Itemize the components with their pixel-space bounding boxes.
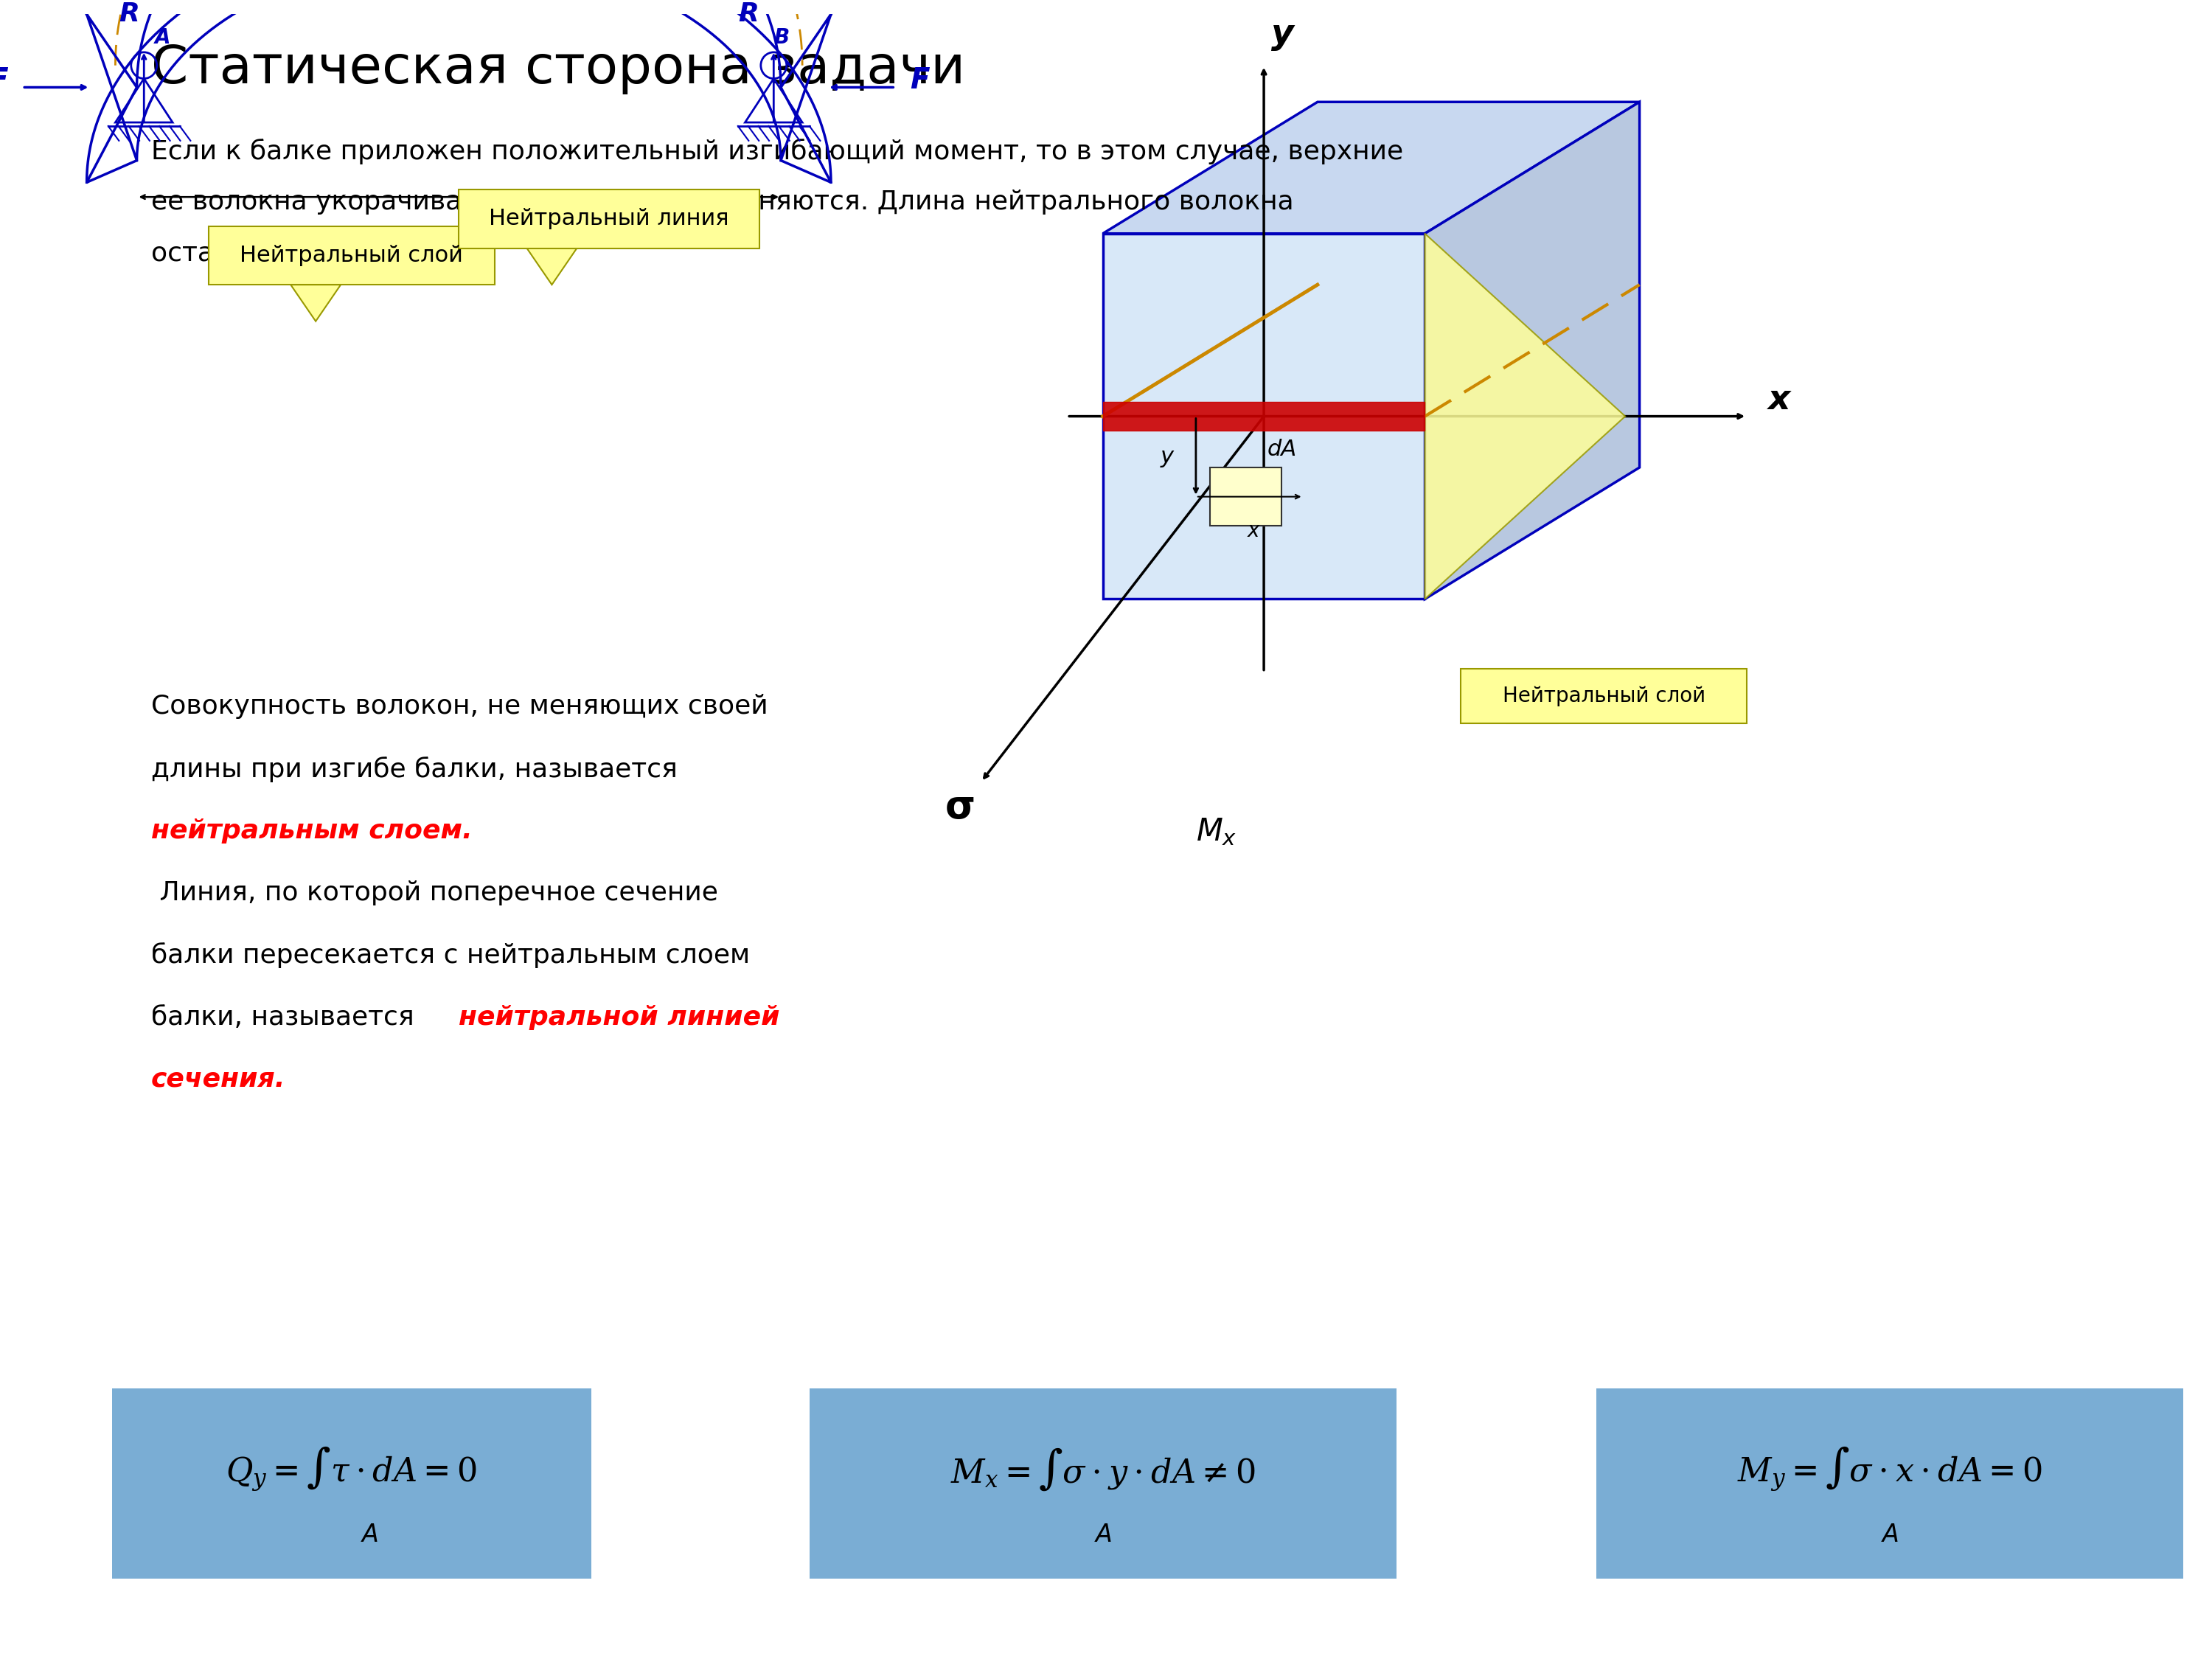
Text: B: B — [774, 27, 790, 48]
Text: Совокупность волокон, не меняющих своей: Совокупность волокон, не меняющих своей — [150, 693, 768, 718]
Polygon shape — [1425, 101, 1639, 599]
FancyBboxPatch shape — [1597, 1389, 2183, 1579]
Text: $M_y = \int \sigma \cdot x \cdot dA = 0$: $M_y = \int \sigma \cdot x \cdot dA = 0$ — [1736, 1445, 2042, 1493]
Text: остается неизменной.: остается неизменной. — [150, 241, 462, 265]
Text: R: R — [119, 2, 139, 27]
Text: x: x — [1248, 521, 1259, 541]
Polygon shape — [1210, 468, 1281, 526]
Text: $M_x$: $M_x$ — [1197, 816, 1237, 846]
FancyBboxPatch shape — [208, 226, 495, 285]
FancyBboxPatch shape — [458, 189, 759, 249]
Text: Нейтральный слой: Нейтральный слой — [239, 246, 462, 265]
Text: $A$: $A$ — [1880, 1523, 1898, 1546]
Polygon shape — [1506, 669, 1557, 723]
Text: A: A — [155, 27, 170, 48]
Text: y: y — [1272, 18, 1294, 51]
Text: балки, называется: балки, называется — [150, 1005, 422, 1030]
Text: F: F — [909, 66, 929, 95]
Text: балки пересекается с нейтральным слоем: балки пересекается с нейтральным слоем — [150, 942, 750, 969]
FancyBboxPatch shape — [810, 1389, 1396, 1579]
Text: сечения.: сечения. — [150, 1067, 285, 1092]
Text: Если к балке приложен положительный изгибающий момент, то в этом случае, верхние: Если к балке приложен положительный изги… — [150, 138, 1402, 164]
Polygon shape — [1104, 234, 1425, 599]
Text: R: R — [739, 2, 759, 27]
Text: x: x — [1767, 383, 1792, 416]
Text: dA: dA — [1267, 438, 1296, 460]
Text: Нейтральный слой: Нейтральный слой — [1502, 685, 1705, 707]
Text: F: F — [0, 66, 9, 95]
Text: Линия, по которой поперечное сечение: Линия, по которой поперечное сечение — [150, 881, 719, 906]
Text: $A$: $A$ — [1095, 1523, 1113, 1546]
Polygon shape — [526, 249, 577, 285]
Polygon shape — [1425, 234, 1626, 599]
FancyBboxPatch shape — [113, 1389, 591, 1579]
FancyBboxPatch shape — [1460, 669, 1747, 723]
Text: нейтральной линией: нейтральной линией — [458, 1005, 781, 1030]
Text: $Q_y = \int \tau \cdot dA = 0$: $Q_y = \int \tau \cdot dA = 0$ — [226, 1445, 478, 1493]
Text: Нейтральный линия: Нейтральный линия — [489, 209, 730, 229]
Text: ее волокна укорачиваются, а нижние удлиняются. Длина нейтрального волокна: ее волокна укорачиваются, а нижние удлин… — [150, 189, 1294, 214]
Text: σ: σ — [945, 788, 975, 826]
Text: y: y — [1161, 446, 1175, 468]
Text: $A$: $A$ — [361, 1523, 378, 1546]
Text: Статическая сторона задачи: Статическая сторона задачи — [150, 43, 964, 95]
Text: z: z — [451, 219, 467, 247]
Polygon shape — [1104, 101, 1639, 234]
Text: длины при изгибе балки, называется: длины при изгибе балки, называется — [150, 757, 677, 781]
Text: $M_x = \int \sigma \cdot y \cdot dA \neq 0$: $M_x = \int \sigma \cdot y \cdot dA \neq… — [951, 1447, 1256, 1491]
Text: нейтральным слоем.: нейтральным слоем. — [150, 818, 473, 843]
Polygon shape — [290, 285, 341, 322]
